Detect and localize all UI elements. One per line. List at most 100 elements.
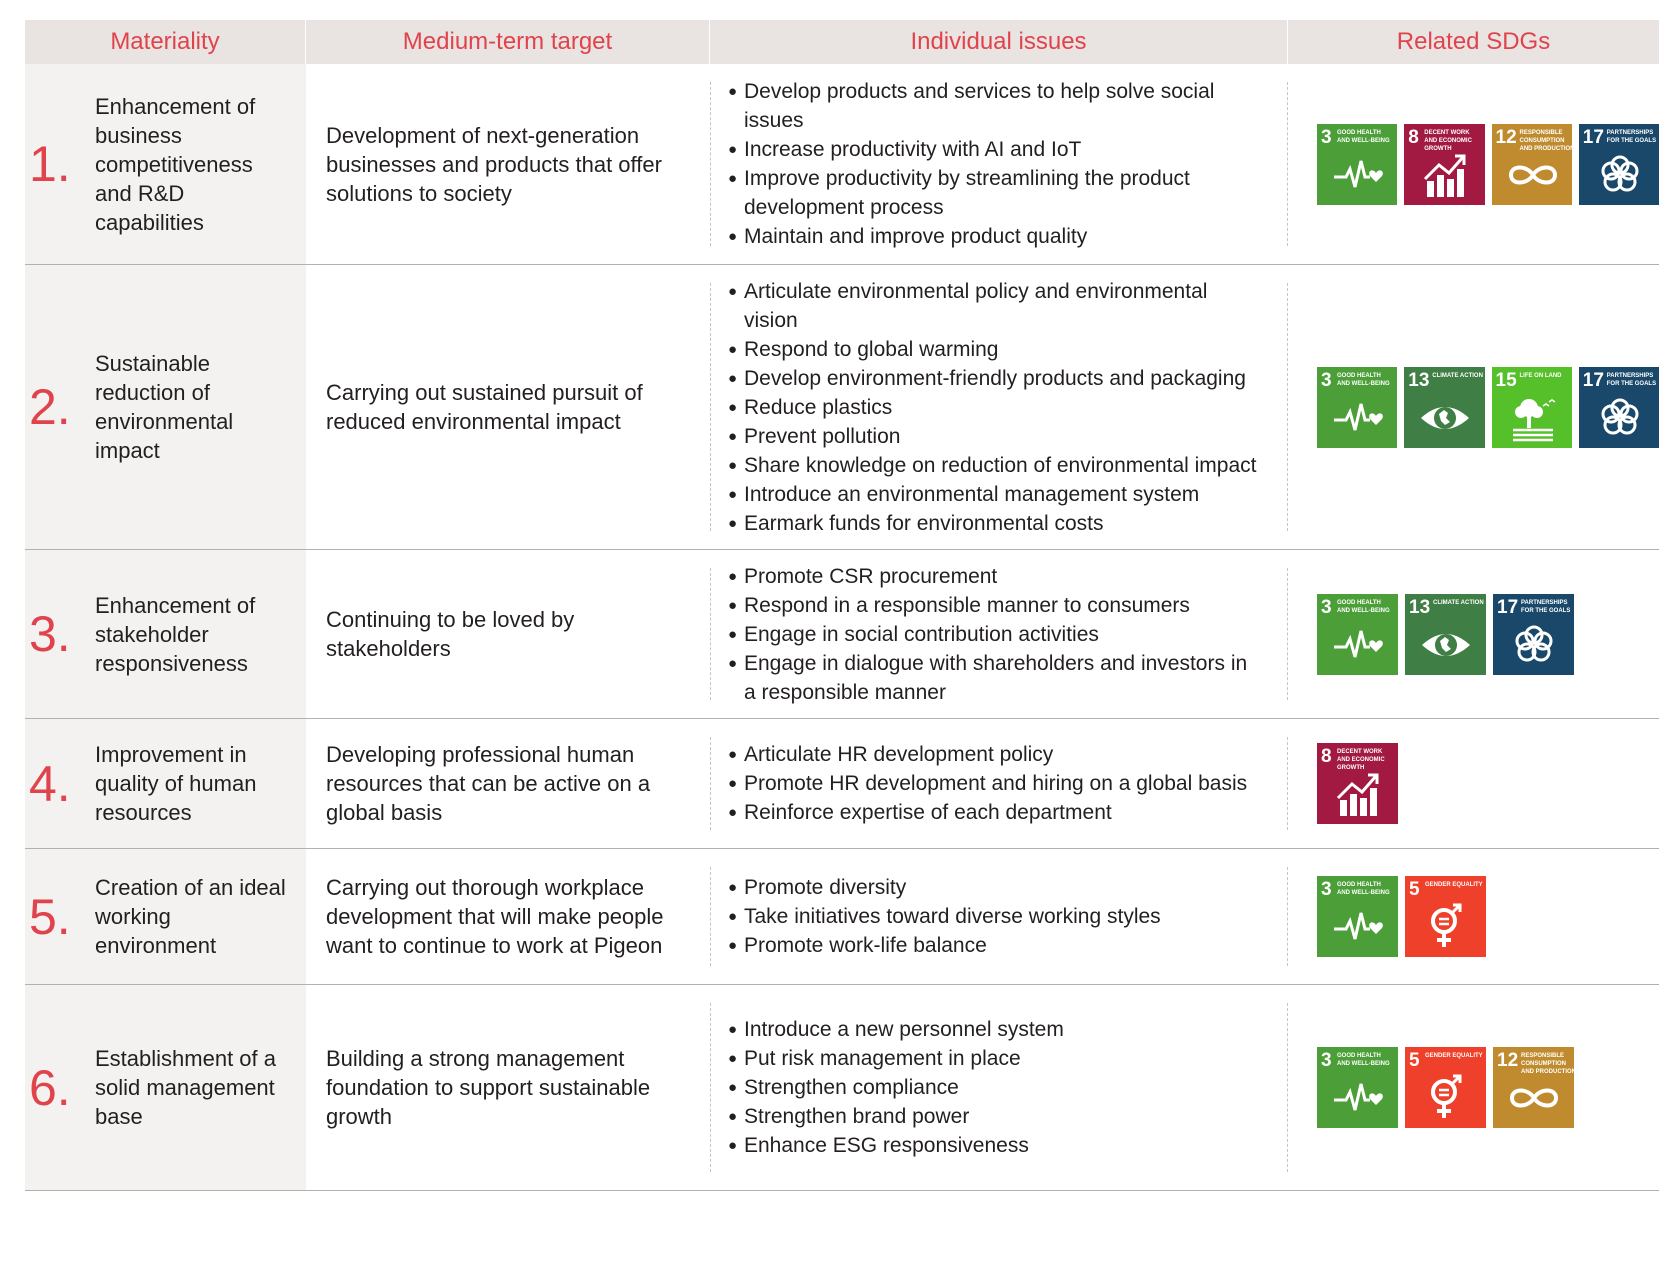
issue-item: Promote HR development and hiring on a g… (728, 769, 1264, 798)
sdg-12-icon: 12 RESPONSIBLE CONSUMPTION AND PRODUCTION (1493, 1047, 1576, 1128)
sdg-icons: 3 GOOD HEALTH AND WELL-BEING 5 GENDER EQUAL… (1288, 849, 1659, 984)
issue-item: Articulate HR development policy (728, 740, 1264, 769)
header-sdgs: Related SDGs (1396, 28, 1551, 55)
issue-item: Engage in dialogue with shareholders and… (728, 649, 1264, 707)
sdg-number: 15 (1495, 369, 1517, 391)
table-row: 4. Improvement in quality of human resour… (25, 719, 1659, 849)
issue-item: Develop products and services to help so… (728, 77, 1264, 135)
medium-term-target: Development of next-generation businesse… (326, 122, 662, 206)
issues-cell: Articulate environmental policy and envi… (710, 265, 1288, 549)
materiality-cell: 3. Enhancement of stakeholder responsiven… (25, 550, 306, 718)
sdg-3-symbol-icon (1334, 160, 1383, 187)
issue-item: Engage in social contribution activities (728, 620, 1264, 649)
sdg-17-icon: 17 PARTNERSHIPS FOR THE GOALS (1578, 123, 1659, 205)
issues-list: Introduce a new personnel systemPut risk… (728, 1015, 1264, 1160)
issue-item: Promote diversity (728, 873, 1264, 902)
issues-list: Articulate environmental policy and envi… (728, 277, 1264, 538)
sdg-3-symbol-icon (1334, 1083, 1383, 1111)
issues-cell: Promote diversityTake initiatives toward… (710, 849, 1288, 984)
sdg-title: GOOD HEALTH AND WELL-BEING (1337, 1053, 1390, 1067)
issue-item: Strengthen brand power (728, 1102, 1264, 1131)
materiality-cell: 2. Sustainable reduction of environmental… (25, 265, 306, 549)
sdg-3-icon: 3 GOOD HEALTH AND WELL-BEING (1317, 1047, 1398, 1128)
header-materiality: Materiality (25, 20, 306, 64)
materiality-label: Enhancement of stakeholder responsivenes… (95, 592, 256, 676)
issue-item: Put risk management in place (728, 1044, 1264, 1073)
issue-item: Take initiatives toward diverse working … (728, 902, 1264, 931)
sdg-title: GOOD HEALTH AND WELL-BEING (1337, 882, 1390, 896)
issue-item: Maintain and improve product quality (728, 222, 1264, 251)
issue-item: Earmark funds for environmental costs (728, 509, 1264, 538)
sdg-title: RESPONSIBLE CONSUMPTION AND PRODUCTION (1521, 1053, 1576, 1075)
sdg-number: 3 (1321, 1050, 1332, 1071)
sdg-5-icon: 5 GENDER EQUALITY (1405, 876, 1486, 957)
sdg-13-symbol-icon (1421, 406, 1470, 429)
issues-list: Promote diversityTake initiatives toward… (728, 873, 1264, 960)
sdg-number: 3 (1321, 126, 1332, 148)
sdg-13-symbol-icon (1422, 633, 1470, 656)
table-row: 1. Enhancement of business competitivenes… (25, 64, 1659, 265)
sdg-title: CLIMATE ACTION (1432, 372, 1483, 379)
sdg-12-symbol-icon (1508, 165, 1557, 184)
sdg-title: DECENT WORK AND ECONOMIC GROWTH (1337, 749, 1385, 771)
materiality-number: 1. (29, 136, 71, 192)
issue-item: Promote work-life balance (728, 931, 1264, 960)
sdg-title: PARTNERSHIPS FOR THE GOALS (1606, 372, 1657, 387)
sdg-title: GENDER EQUALITY (1425, 882, 1483, 888)
sdg-17-icon: 17 PARTNERSHIPS FOR THE GOALS (1578, 366, 1659, 448)
sdg-5-symbol-icon (1431, 903, 1462, 947)
materiality-table: Materiality Medium-term target Individua… (25, 20, 1659, 1191)
sdg-number: 3 (1321, 879, 1332, 900)
sdg-number: 17 (1582, 126, 1604, 148)
materiality-label: Enhancement of business competitiveness … (95, 93, 256, 235)
materiality-number: 5. (29, 888, 71, 945)
medium-term-target: Carrying out sustained pursuit of reduce… (326, 380, 643, 434)
table-row: 2. Sustainable reduction of environmental… (25, 265, 1659, 550)
materiality-label: Establishment of a solid management base (95, 1046, 276, 1129)
sdg-number: 8 (1408, 126, 1419, 148)
issue-item: Articulate environmental policy and envi… (728, 277, 1264, 335)
issue-item: Introduce a new personnel system (728, 1015, 1264, 1044)
table-row: 6. Establishment of a solid management ba… (25, 985, 1659, 1191)
table-body: 1. Enhancement of business competitivenes… (25, 64, 1659, 1191)
materiality-number: 4. (29, 755, 71, 812)
sdg-icons: 3 GOOD HEALTH AND WELL-BEING 8 DECENT WORK … (1288, 64, 1659, 264)
materiality-cell: 4. Improvement in quality of human resour… (25, 719, 306, 848)
sdg-12-symbol-icon (1509, 1088, 1559, 1108)
sdg-icons: 3 GOOD HEALTH AND WELL-BEING 13 CLIMATE ACT… (1288, 265, 1659, 549)
sdg-number: 3 (1321, 596, 1332, 618)
sdg-17-symbol-icon (1601, 398, 1639, 434)
sdg-13-icon: 13 CLIMATE ACTION (1405, 593, 1486, 675)
issue-item: Prevent pollution (728, 422, 1264, 451)
sdg-3-icon: 3 GOOD HEALTH AND WELL-BEING (1317, 876, 1398, 957)
sdg-icons: 8 DECENT WORK AND ECONOMIC GROWTH (1288, 719, 1659, 848)
sdg-title: GOOD HEALTH AND WELL-BEING (1337, 599, 1390, 614)
sdg-title: PARTNERSHIPS FOR THE GOALS (1606, 129, 1657, 144)
issues-cell: Promote CSR procurementRespond in a resp… (710, 550, 1288, 718)
sdg-title: RESPONSIBLE CONSUMPTION AND PRODUCTION (1519, 129, 1575, 152)
sdg-number: 13 (1409, 596, 1431, 618)
sdg-number: 5 (1409, 879, 1420, 900)
issue-item: Develop environment-friendly products an… (728, 364, 1264, 393)
issue-item: Increase productivity with AI and IoT (728, 135, 1264, 164)
sdg-5-symbol-icon (1431, 1074, 1462, 1118)
sdg-number: 5 (1409, 1050, 1420, 1071)
sdg-title: LIFE ON LAND (1519, 372, 1562, 379)
issue-item: Reinforce expertise of each department (728, 798, 1264, 827)
sdg-17-symbol-icon (1515, 625, 1553, 661)
materiality-label: Sustainable reduction of environmental i… (95, 351, 234, 463)
table-row: 3. Enhancement of stakeholder responsiven… (25, 550, 1659, 719)
sdg-number: 17 (1582, 369, 1604, 391)
sdg-number: 8 (1321, 746, 1332, 767)
sdg-8-icon: 8 DECENT WORK AND ECONOMIC GROWTH (1317, 743, 1398, 824)
issue-item: Respond to global warming (728, 335, 1264, 364)
sdg-8-symbol-icon (1336, 773, 1379, 816)
sdg-13-icon: 13 CLIMATE ACTION (1404, 366, 1485, 448)
sdg-number: 12 (1497, 1050, 1519, 1071)
sdg-15-symbol-icon (1512, 398, 1555, 441)
sdg-number: 13 (1408, 369, 1430, 391)
issue-item: Strengthen compliance (728, 1073, 1264, 1102)
sdg-title: PARTNERSHIPS FOR THE GOALS (1521, 599, 1571, 614)
issue-item: Promote CSR procurement (728, 562, 1264, 591)
sdg-title: GOOD HEALTH AND WELL-BEING (1337, 372, 1390, 387)
